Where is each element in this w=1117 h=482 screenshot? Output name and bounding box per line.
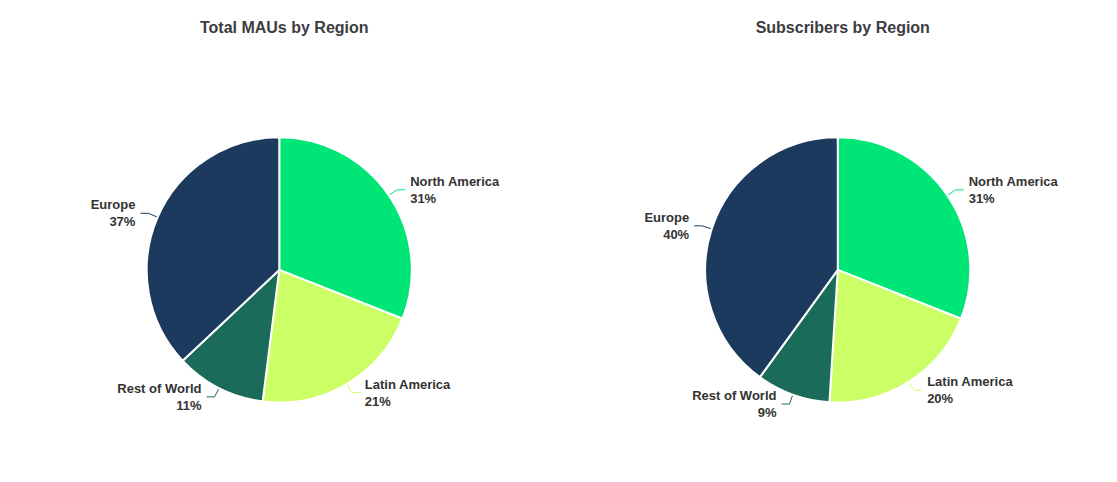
svg-text:20%: 20%: [927, 391, 953, 406]
svg-text:Latin America: Latin America: [927, 374, 1013, 389]
svg-text:Latin America: Latin America: [365, 377, 451, 392]
svg-text:Europe: Europe: [91, 197, 136, 212]
svg-text:37%: 37%: [109, 214, 135, 229]
svg-text:9%: 9%: [758, 405, 777, 420]
svg-text:North America: North America: [410, 174, 500, 189]
svg-text:Europe: Europe: [644, 210, 689, 225]
svg-text:11%: 11%: [176, 398, 202, 413]
svg-text:North America: North America: [969, 174, 1059, 189]
svg-text:Rest of World: Rest of World: [692, 388, 776, 403]
svg-text:40%: 40%: [663, 227, 689, 242]
svg-text:21%: 21%: [365, 394, 391, 409]
svg-text:Total MAUs by Region: Total MAUs by Region: [200, 19, 369, 36]
svg-text:31%: 31%: [969, 191, 995, 206]
svg-text:Rest of World: Rest of World: [117, 381, 201, 396]
svg-text:Subscribers by Region: Subscribers by Region: [756, 19, 930, 36]
svg-text:31%: 31%: [410, 191, 436, 206]
